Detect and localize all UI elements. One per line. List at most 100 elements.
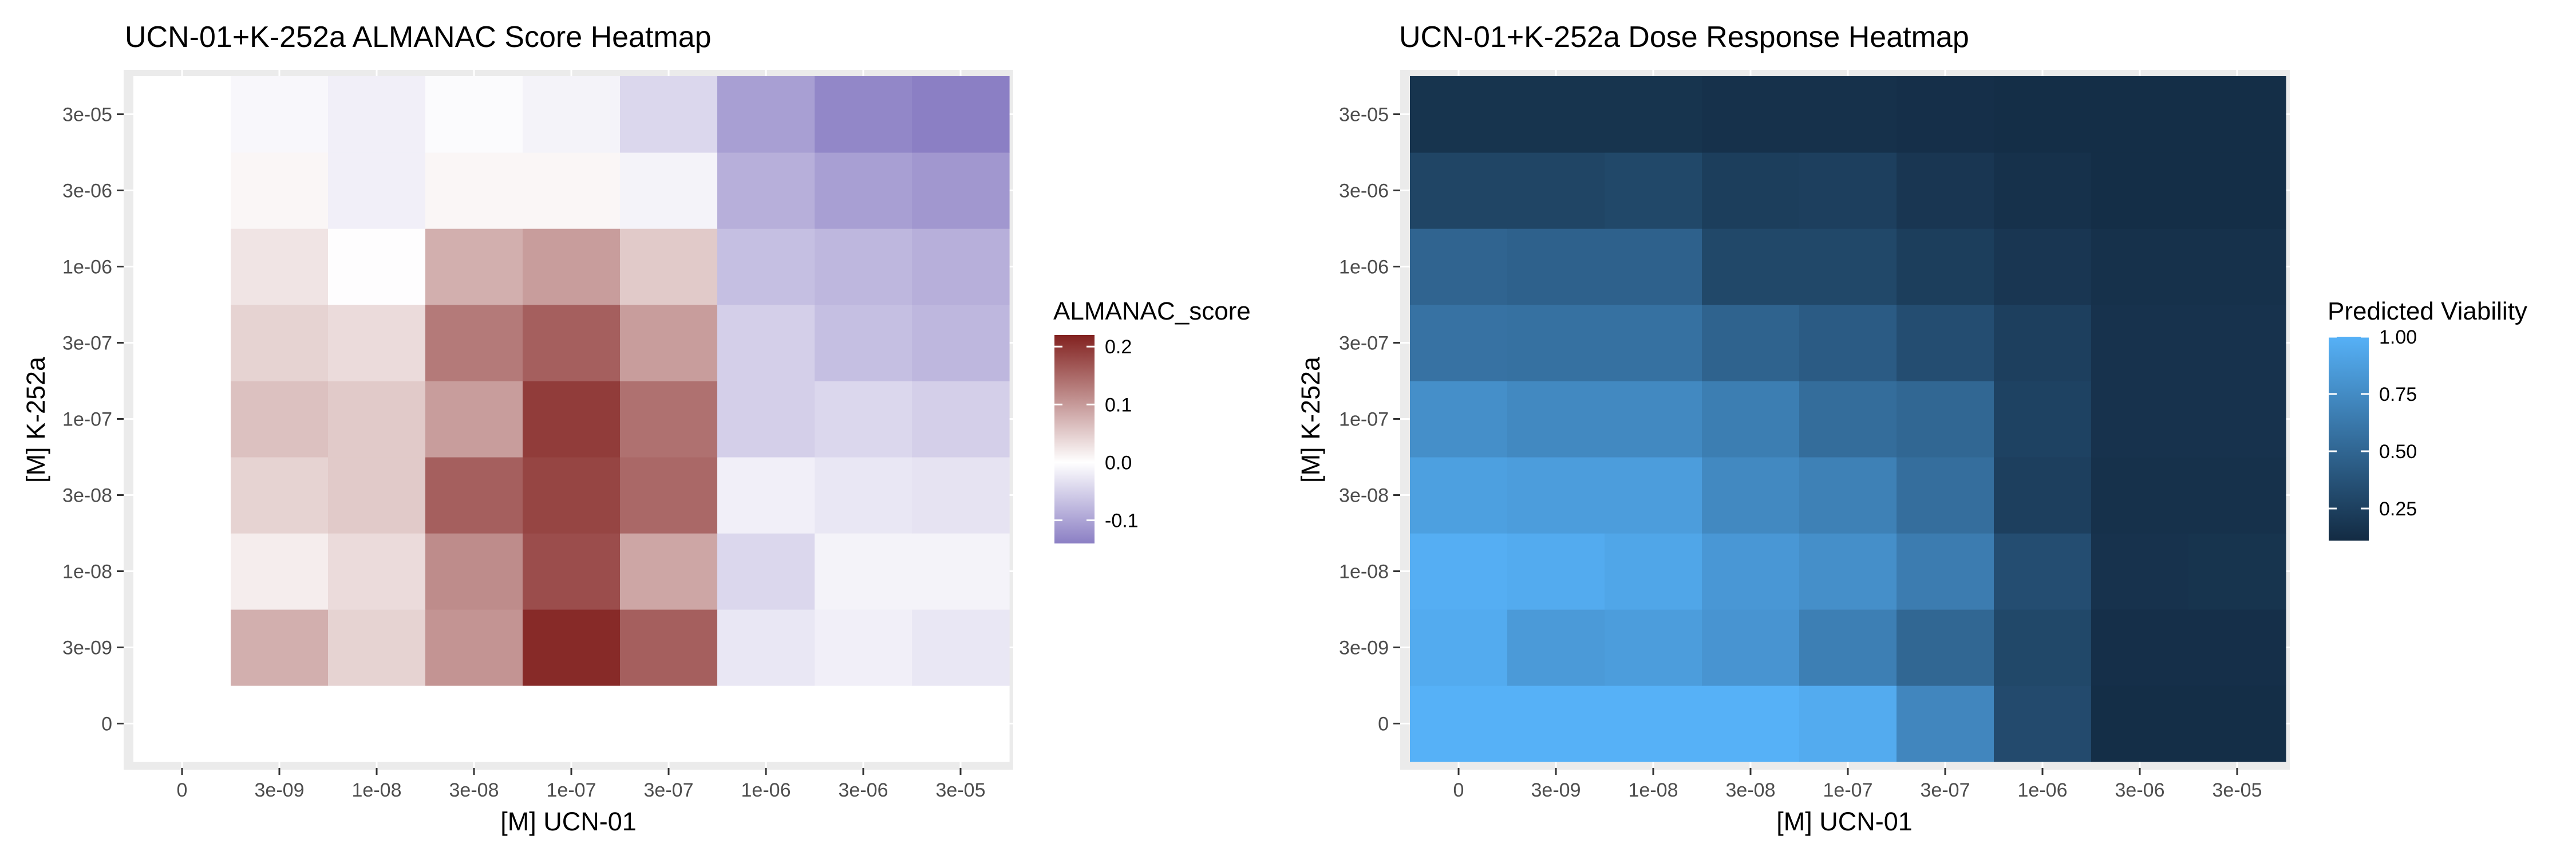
color-legend: ALMANAC_score 0.2 0.1 0.0 -0.1: [1053, 297, 1251, 543]
heatmap-cell: [133, 152, 231, 229]
chart-title: UCN-01+K-252a ALMANAC Score Heatmap: [125, 21, 712, 54]
heatmap-cell: [425, 685, 523, 762]
heatmap-cell: [231, 685, 329, 762]
heatmap-cell: [328, 609, 426, 686]
heatmap-cell: [231, 76, 329, 153]
heatmap-cell: [620, 457, 718, 534]
heatmap-cell: [1507, 457, 1605, 534]
heatmap-cell: [523, 381, 621, 458]
heatmap-cell: [2091, 609, 2189, 686]
heatmap-cell: [815, 685, 912, 762]
heatmap-cell: [620, 533, 718, 610]
heatmap-cell: [133, 228, 231, 305]
heatmap-cell: [2188, 305, 2286, 381]
heatmap-cell: [1799, 685, 1897, 762]
heatmap-cell: [231, 533, 329, 610]
legend-title: Predicted Viability: [2328, 297, 2527, 325]
heatmap-cell: [912, 685, 1010, 762]
heatmap-cell: [912, 457, 1010, 534]
heatmap-cell: [2091, 152, 2189, 229]
heatmap-cell: [1897, 305, 1994, 381]
x-tick-label: 1e-08: [352, 779, 402, 801]
legend-ticks: 0.2 0.1 0.0 -0.1: [1054, 336, 1139, 532]
heatmap-cell: [1994, 457, 2092, 534]
heatmap-cell: [815, 457, 912, 534]
heatmap-cell: [1994, 533, 2092, 610]
heatmap-cell: [1507, 305, 1605, 381]
heatmap-cell: [1410, 152, 1508, 229]
x-tick-label: 3e-09: [1531, 779, 1581, 801]
heatmap-cell: [620, 152, 718, 229]
heatmap-cell: [815, 305, 912, 381]
heatmap-cell: [717, 457, 815, 534]
x-tick-label: 0: [1453, 779, 1464, 801]
legend-tick-label: -0.1: [1105, 510, 1139, 532]
legend-tick-label: 0.0: [1105, 452, 1132, 474]
heatmap-cell: [717, 76, 815, 153]
heatmap-cell: [425, 609, 523, 686]
heatmap-cell: [1799, 381, 1897, 458]
heatmap-cell: [1410, 609, 1508, 686]
x-axis-label: [M] UCN-01: [1776, 807, 1913, 836]
heatmap-cell: [912, 533, 1010, 610]
heatmap-cell: [1507, 76, 1605, 153]
heatmap-cell: [2188, 228, 2286, 305]
y-tick-label: 1e-08: [1339, 561, 1389, 583]
heatmap-cell: [425, 381, 523, 458]
heatmap-cell: [425, 152, 523, 229]
legend-tick-label: 0.50: [2379, 441, 2417, 463]
heatmap-cell: [1897, 381, 1994, 458]
y-tick-label: 3e-07: [62, 333, 112, 354]
legend-ticks: 1.00 0.75 0.50 0.25: [2329, 326, 2417, 520]
heatmap-cell: [620, 381, 718, 458]
heatmap-cell: [1994, 381, 2092, 458]
legend-colorbar: [2329, 337, 2369, 541]
heatmap-cell: [523, 305, 621, 381]
heatmap-cell: [1897, 533, 1994, 610]
heatmap-cell: [1994, 76, 2092, 153]
heatmap-cell: [328, 685, 426, 762]
y-tick-label: 1e-06: [1339, 257, 1389, 278]
heatmap-cell: [231, 609, 329, 686]
heatmap-cell: [1507, 152, 1605, 229]
heatmap-cell: [1702, 228, 1800, 305]
heatmap-cell: [620, 228, 718, 305]
heatmap-cell: [1410, 381, 1508, 458]
heatmap-cell: [1897, 457, 1994, 534]
heatmap-cell: [1507, 381, 1605, 458]
heatmap-cell: [1410, 533, 1508, 610]
heatmap-cell: [1702, 152, 1800, 229]
x-axis-ticks: 0 3e-09 1e-08 3e-08 1e-07 3e-07 1e-06 3e-06 3e-0…: [177, 768, 985, 801]
heatmap-cell: [1994, 152, 2092, 229]
legend-title: ALMANAC_score: [1053, 297, 1251, 325]
heatmap-cell: [2091, 76, 2189, 153]
panel-dose-response: UCN-01+K-252a Dose Response Heatmap 0 3e-…: [1296, 21, 2527, 836]
x-tick-label: 3e-08: [449, 779, 499, 801]
heatmap-cell: [328, 305, 426, 381]
y-tick-label: 1e-06: [62, 257, 112, 278]
heatmap-cell: [2091, 305, 2189, 381]
x-tick-label: 3e-05: [2212, 779, 2262, 801]
heatmap-cell: [133, 76, 231, 153]
heatmap-cell: [1605, 305, 1702, 381]
heatmap-cell: [2091, 685, 2189, 762]
heatmap-cell: [1702, 685, 1800, 762]
y-tick-label: 3e-06: [1339, 180, 1389, 202]
heatmap-cell: [328, 533, 426, 610]
heatmap-cell: [717, 381, 815, 458]
x-axis-label: [M] UCN-01: [500, 807, 637, 836]
y-tick-label: 0: [1378, 714, 1389, 735]
heatmap-cell: [2091, 533, 2189, 610]
heatmap-cell: [620, 609, 718, 686]
heatmap-cell: [912, 76, 1010, 153]
heatmap-cell: [328, 381, 426, 458]
heatmap-cell: [425, 305, 523, 381]
heatmap-cell: [231, 457, 329, 534]
heatmap-cell: [1897, 76, 1994, 153]
x-tick-label: 3e-07: [644, 779, 694, 801]
heatmap-cell: [1605, 228, 1702, 305]
x-tick-label: 1e-06: [741, 779, 791, 801]
heatmap-cell: [1605, 457, 1702, 534]
y-tick-label: 3e-05: [1339, 104, 1389, 126]
y-tick-label: 3e-08: [1339, 485, 1389, 507]
